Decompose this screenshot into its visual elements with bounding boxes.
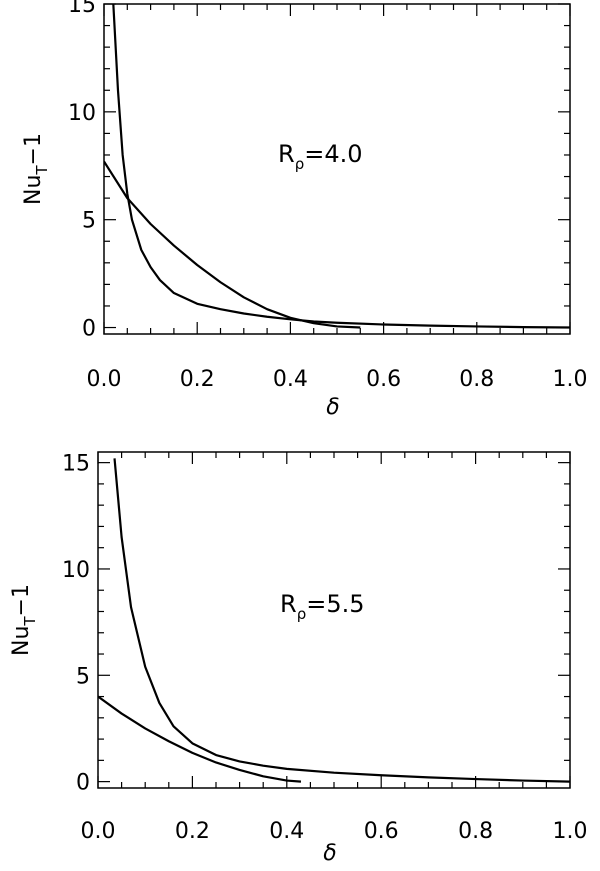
y-tick-label: 5 (82, 209, 96, 234)
x-tick-label: 0.6 (364, 819, 399, 844)
y-axis-title-subscript: T (21, 616, 39, 627)
x-tick-label: 0.8 (458, 819, 493, 844)
plot-frame (103, 3, 571, 335)
x-tick-label: 1.0 (553, 819, 588, 844)
y-tick-label: 0 (76, 771, 90, 796)
y-tick-label: 5 (76, 664, 90, 689)
y-axis-title-base: Nu (9, 626, 34, 656)
annotation-base: R (280, 590, 297, 618)
x-tick-label: 0.2 (180, 367, 215, 392)
x-tick-label: 0.0 (81, 819, 116, 844)
series-2-line (104, 160, 361, 329)
annotation-suffix: =5.5 (306, 590, 364, 618)
series-1-line (113, 458, 570, 783)
annotation-r-rho: Rρ=5.5 (280, 590, 365, 623)
x-tick-label: 0.4 (273, 367, 308, 392)
x-axis-title: δ (326, 395, 339, 420)
y-axis-title-base: Nu (21, 175, 46, 205)
y-axis-title-subscript: T (33, 165, 51, 176)
annotation-suffix: =4.0 (304, 140, 362, 168)
x-tick-label: 0.8 (459, 367, 494, 392)
annotation-r-rho: Rρ=4.0 (278, 140, 363, 173)
y-axis-title: NuT−1 (9, 584, 39, 656)
y-tick-label: 0 (82, 317, 96, 342)
annotation-subscript: ρ (295, 155, 305, 173)
y-axis-title-suffix: −1 (21, 133, 46, 165)
series-1-line (112, 4, 570, 329)
x-tick-label: 0.4 (269, 819, 304, 844)
x-tick-label: 0.2 (175, 819, 210, 844)
chart-panel-1: 0.0 0.2 0.4 0.6 0.8 1.0 0 5 10 15 δ NuT−1 Rρ=4.0 (21, 0, 588, 420)
y-tick-label: 10 (68, 101, 96, 126)
x-tick-label: 1.0 (553, 367, 588, 392)
annotation-subscript: ρ (297, 605, 307, 623)
y-axis-title: NuT−1 (21, 133, 51, 205)
x-tick-label: 0.6 (366, 367, 401, 392)
series-2-line (98, 695, 302, 783)
plot-frame (97, 451, 571, 789)
y-tick-label: 15 (62, 452, 90, 477)
x-axis-title: δ (323, 841, 336, 866)
y-axis-title-suffix: −1 (9, 584, 34, 616)
y-tick-label: 10 (62, 558, 90, 583)
chart-panel-2: 0.0 0.2 0.4 0.6 0.8 1.0 0 5 10 15 δ NuT−1 Rρ=5.5 (9, 451, 588, 866)
x-tick-label: 0.0 (87, 367, 122, 392)
annotation-base: R (278, 140, 295, 168)
y-tick-label: 15 (68, 0, 96, 18)
